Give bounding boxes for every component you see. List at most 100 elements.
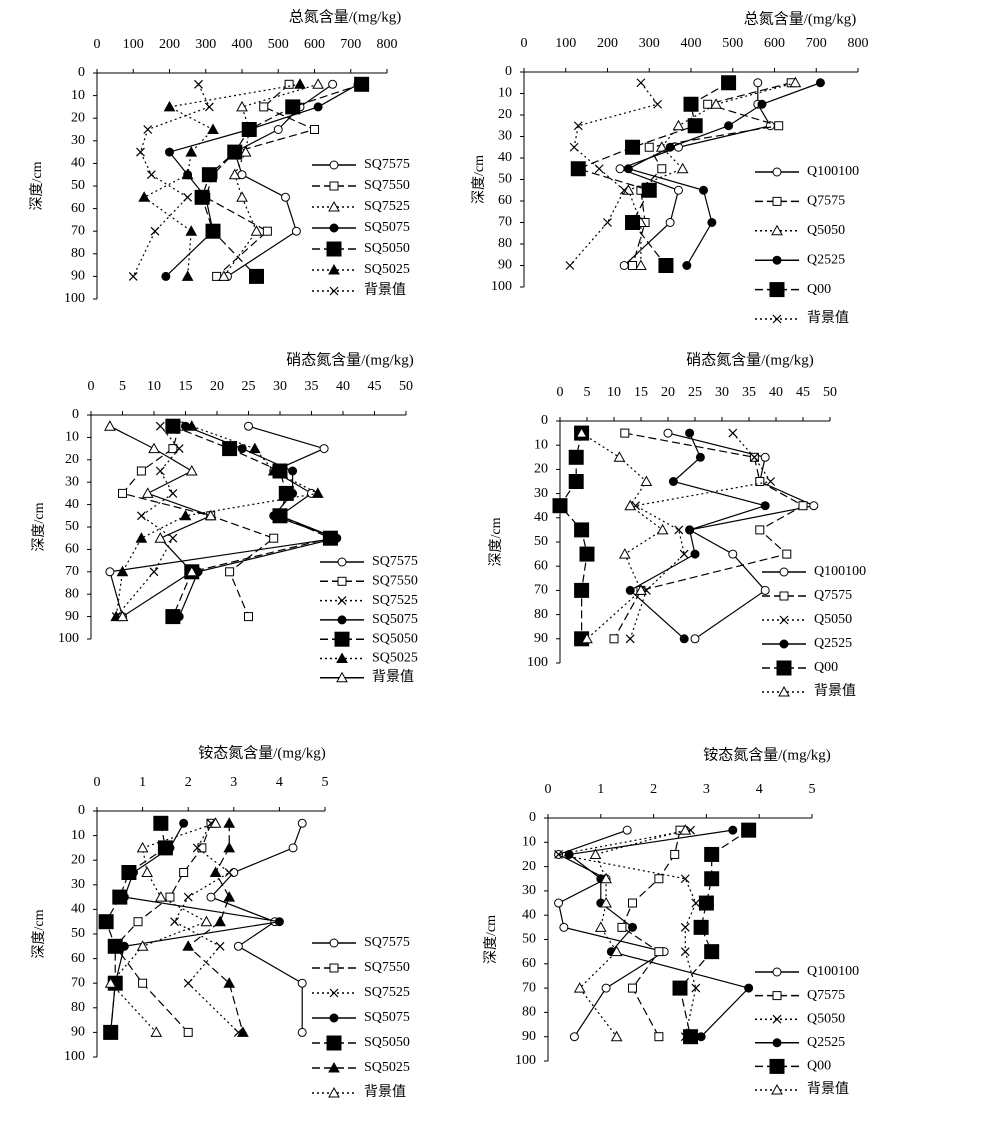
marker bbox=[168, 444, 178, 454]
marker bbox=[690, 634, 700, 644]
marker bbox=[672, 980, 688, 996]
marker bbox=[789, 76, 802, 88]
marker bbox=[778, 685, 790, 697]
y-tick-label: 20 bbox=[534, 462, 548, 477]
marker bbox=[627, 898, 637, 908]
marker bbox=[685, 428, 695, 438]
x-tick-label: 50 bbox=[823, 385, 837, 400]
series-line bbox=[205, 83, 317, 277]
legend-label: Q7575 bbox=[807, 194, 845, 209]
marker bbox=[337, 615, 347, 625]
series-line bbox=[187, 823, 244, 1033]
x-tick-label: 35 bbox=[305, 379, 319, 394]
marker bbox=[174, 444, 184, 454]
marker bbox=[319, 444, 329, 454]
y-tick-label: 50 bbox=[71, 926, 85, 941]
marker bbox=[654, 874, 664, 884]
marker bbox=[233, 941, 243, 951]
marker bbox=[594, 164, 604, 174]
series-line bbox=[115, 425, 180, 617]
marker bbox=[185, 464, 198, 476]
marker bbox=[695, 452, 705, 462]
y-axis-label: 深度/cm bbox=[488, 517, 504, 566]
legend-marker bbox=[326, 241, 342, 257]
marker bbox=[570, 161, 586, 177]
legend-label: SQ7525 bbox=[372, 593, 418, 608]
legend-label: SQ5050 bbox=[372, 631, 418, 646]
legend-marker bbox=[772, 1014, 782, 1024]
legend-label: Q2525 bbox=[807, 1035, 845, 1050]
marker bbox=[311, 487, 324, 498]
marker bbox=[683, 96, 699, 112]
marker bbox=[104, 977, 117, 988]
marker bbox=[772, 255, 782, 265]
x-tick-label: 100 bbox=[555, 36, 576, 51]
marker bbox=[601, 983, 611, 993]
chart: 硝态氮含量/(mg/kg) 深度/cm 0 5 10 15 20 25 30 35 40 45 50 0 1… bbox=[488, 351, 866, 699]
legend-marker bbox=[772, 1038, 782, 1048]
marker bbox=[244, 421, 253, 431]
marker bbox=[237, 444, 247, 454]
marker bbox=[685, 525, 695, 535]
y-tick-label: 80 bbox=[522, 1005, 536, 1020]
marker bbox=[670, 849, 680, 859]
y-axis-label: 深度/cm bbox=[29, 161, 45, 210]
marker bbox=[769, 282, 785, 298]
legend-label: SQ7550 bbox=[364, 960, 410, 975]
marker bbox=[168, 488, 178, 498]
y-tick-label: 90 bbox=[498, 258, 512, 273]
marker bbox=[168, 533, 178, 543]
marker bbox=[259, 102, 269, 112]
x-tick-label: 800 bbox=[848, 36, 869, 51]
marker bbox=[704, 846, 720, 862]
marker bbox=[710, 98, 722, 109]
y-tick-label: 90 bbox=[71, 269, 85, 284]
series-line bbox=[105, 823, 167, 1033]
y-tick-label: 60 bbox=[534, 558, 548, 573]
y-tick-label: 60 bbox=[498, 193, 512, 208]
marker bbox=[161, 271, 171, 281]
x-tick-label: 400 bbox=[232, 37, 253, 52]
marker bbox=[337, 596, 347, 606]
marker bbox=[136, 511, 146, 521]
y-tick-label: 80 bbox=[65, 586, 79, 601]
marker bbox=[181, 168, 194, 180]
marker bbox=[326, 241, 342, 257]
marker bbox=[136, 940, 149, 951]
marker bbox=[150, 1026, 163, 1037]
marker bbox=[328, 263, 340, 275]
marker bbox=[291, 226, 301, 236]
marker bbox=[284, 79, 294, 89]
marker bbox=[288, 466, 298, 476]
marker bbox=[568, 449, 584, 465]
legend-label: Q2525 bbox=[807, 252, 845, 267]
y-tick-label: 70 bbox=[498, 215, 512, 230]
chart-title: 总氮含量/(mg/kg) bbox=[744, 10, 857, 27]
marker bbox=[136, 147, 145, 157]
x-tick-label: 15 bbox=[634, 385, 648, 400]
marker bbox=[665, 142, 675, 152]
marker bbox=[229, 868, 239, 877]
series-line bbox=[223, 83, 319, 277]
marker bbox=[769, 1058, 785, 1074]
x-tick-label: 30 bbox=[715, 385, 729, 400]
y-tick-label: 20 bbox=[498, 107, 512, 122]
marker bbox=[133, 917, 143, 927]
x-tick-label: 600 bbox=[764, 36, 785, 51]
marker bbox=[753, 78, 763, 88]
marker bbox=[644, 142, 654, 152]
marker bbox=[103, 1024, 119, 1040]
marker bbox=[679, 824, 692, 835]
legend-label: 背景值 bbox=[807, 310, 849, 326]
y-tick-label: 60 bbox=[522, 956, 536, 971]
marker bbox=[749, 452, 759, 462]
legend-label: SQ7575 bbox=[364, 157, 410, 172]
marker bbox=[809, 501, 819, 511]
marker bbox=[658, 258, 674, 273]
legend-marker bbox=[772, 196, 782, 206]
legend-marker bbox=[328, 1086, 340, 1098]
marker bbox=[297, 818, 307, 828]
marker bbox=[771, 224, 783, 236]
marker bbox=[657, 164, 667, 174]
